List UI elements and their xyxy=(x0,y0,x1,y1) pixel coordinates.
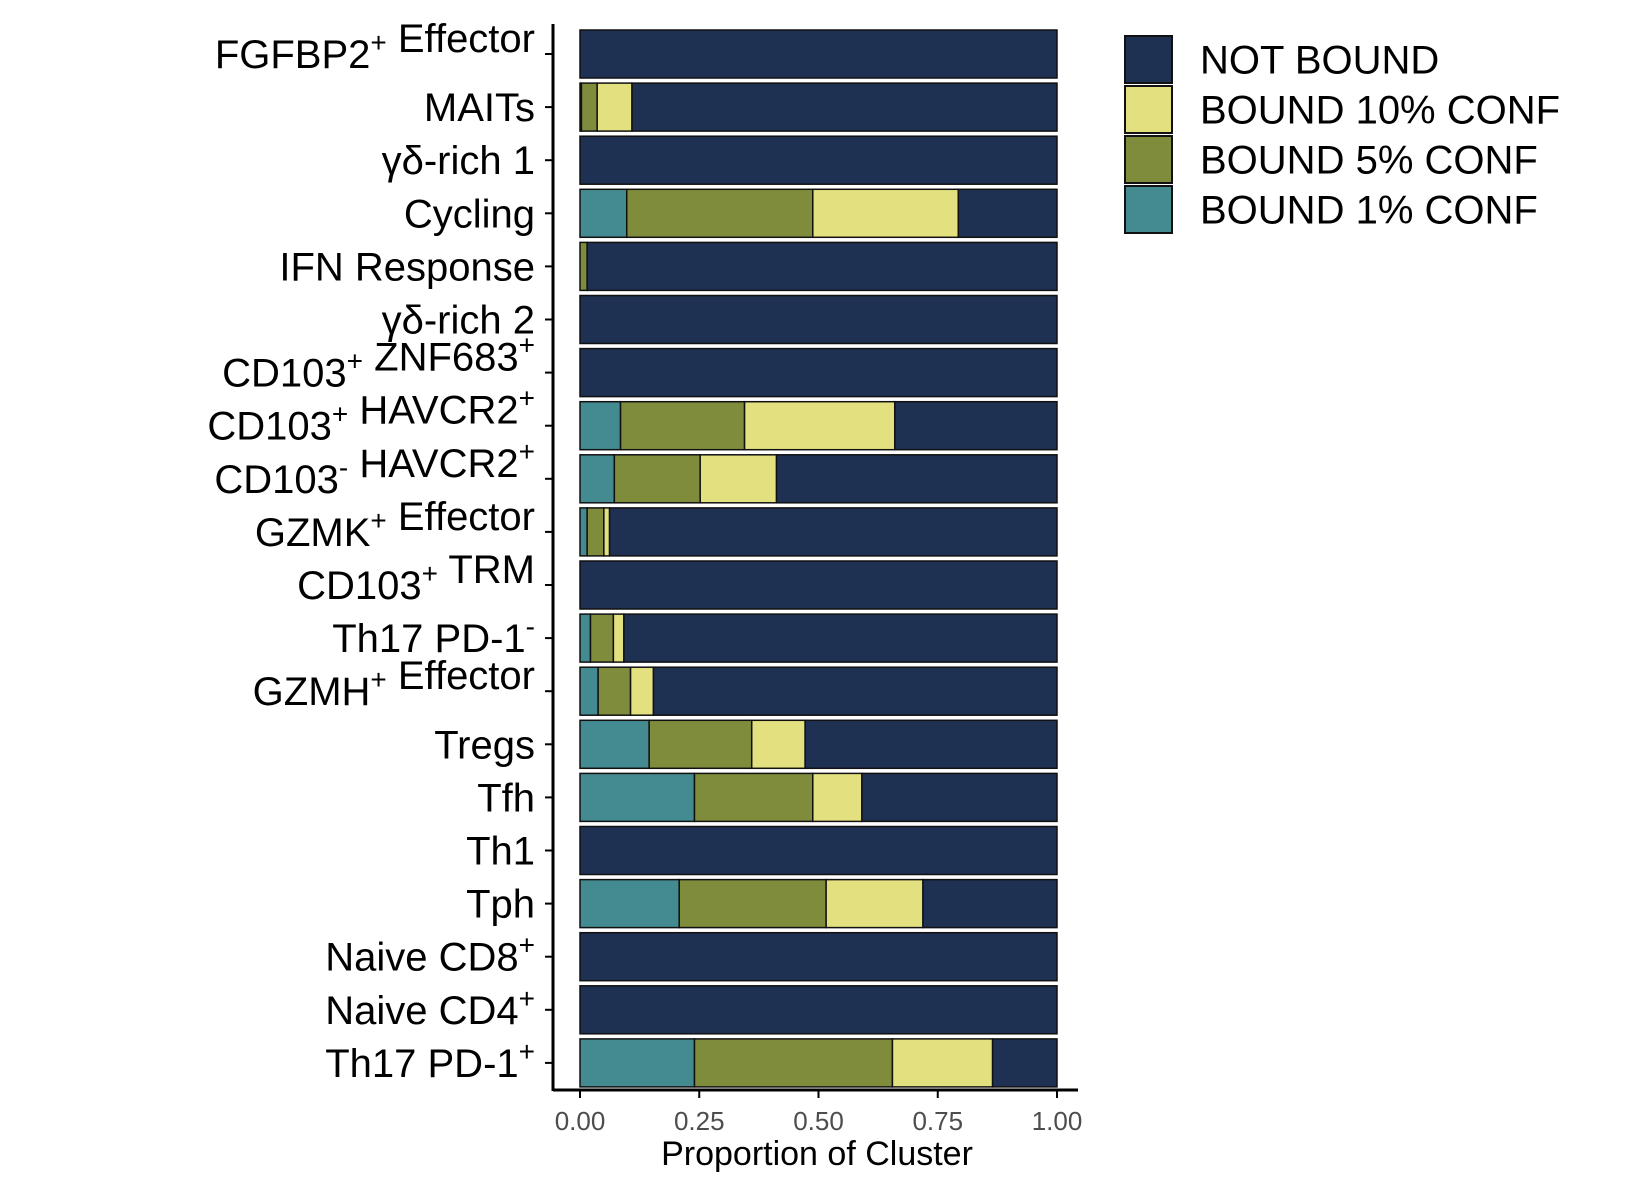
legend-swatch xyxy=(1124,85,1173,134)
bar-segment xyxy=(693,1038,894,1088)
category-label: CD103+ HAVCR2+ xyxy=(207,383,535,449)
bar-segment xyxy=(579,772,696,823)
bar-segment xyxy=(957,188,1058,239)
bar-segment xyxy=(579,825,1058,876)
bar-segment xyxy=(597,666,632,716)
category-label: Tregs xyxy=(434,723,535,767)
legend: NOT BOUND BOUND 10% CONF BOUND 5% CONF BOUN… xyxy=(1124,35,1560,234)
x-axis-ticks: 0.00 0.25 0.50 0.75 1.00 xyxy=(555,1090,1083,1136)
bar-segment xyxy=(861,772,1058,823)
bar-segment xyxy=(750,719,806,770)
bar-segment xyxy=(891,1038,994,1088)
bar-segment xyxy=(579,719,650,770)
bar-segment xyxy=(579,29,1058,79)
legend-swatch xyxy=(1124,135,1173,184)
category-label: GZMH+ Effector xyxy=(253,654,535,714)
bar-segment xyxy=(579,347,1058,398)
legend-swatch xyxy=(1124,185,1173,234)
bar-segment xyxy=(579,294,1058,345)
bar-segment xyxy=(589,613,615,663)
category-label: GZMK+ Effector xyxy=(255,495,535,555)
bar-segment xyxy=(991,1038,1058,1088)
category-label: Cycling xyxy=(404,192,535,236)
bar-segment xyxy=(625,188,814,239)
bar-segment xyxy=(579,454,616,504)
x-tick-label: 1.00 xyxy=(1032,1106,1083,1136)
bar-segment xyxy=(579,613,592,663)
bar-segment xyxy=(579,985,1058,1035)
bar-segment xyxy=(603,507,611,557)
bar-segment xyxy=(579,1038,696,1088)
bar-segment xyxy=(612,613,625,663)
bar-segment xyxy=(693,772,814,823)
bar-segment xyxy=(804,719,1058,770)
category-label: γδ-rich 2 xyxy=(382,299,535,343)
x-tick-label: 0.25 xyxy=(674,1106,725,1136)
bar-segment xyxy=(613,454,701,504)
category-label: Tph xyxy=(466,883,535,927)
bar-segment xyxy=(608,507,1058,557)
bar-segment xyxy=(812,772,863,823)
category-label: Th17 PD-1- xyxy=(332,611,535,661)
category-label: MAITs xyxy=(424,86,535,130)
bar-segment xyxy=(825,878,924,929)
bar-segment xyxy=(579,666,599,716)
legend-label: BOUND 10% CONF xyxy=(1200,89,1560,133)
bar-segment xyxy=(631,82,1058,132)
bar-segment xyxy=(579,878,680,929)
bar-segment xyxy=(775,454,1058,504)
bar-segment xyxy=(623,613,1058,663)
bar-segment xyxy=(579,188,628,239)
bar-segment xyxy=(586,507,605,557)
bar-segment xyxy=(648,719,753,770)
category-label: FGFBP2+ Effector xyxy=(215,17,535,77)
legend-label: NOT BOUND xyxy=(1200,39,1439,83)
legend-swatch xyxy=(1124,35,1173,84)
category-label: CD103+ ZNF683+ xyxy=(222,330,535,396)
bar-segment xyxy=(579,400,622,451)
bar-segment xyxy=(652,666,1058,716)
bar-segment xyxy=(678,878,827,929)
bar-segment xyxy=(579,560,1058,610)
bar-segment xyxy=(743,400,896,451)
category-label: Tfh xyxy=(477,776,535,820)
bar-segment xyxy=(619,400,746,451)
category-label: Naive CD4+ xyxy=(325,983,535,1033)
category-label: Th17 PD-1+ xyxy=(325,1036,535,1086)
category-label: Th1 xyxy=(466,830,535,874)
bar-segment xyxy=(586,241,1058,292)
bar-segment xyxy=(579,507,588,557)
bar-segment xyxy=(894,400,1058,451)
bar-segment xyxy=(812,188,960,239)
bar-segment xyxy=(579,931,1058,982)
bar-segment xyxy=(596,82,633,132)
x-tick-label: 0.75 xyxy=(912,1106,963,1136)
legend-label: BOUND 1% CONF xyxy=(1200,189,1538,233)
bar-segment xyxy=(579,241,588,292)
category-labels: FGFBP2+ Effector MAITs γδ-rich 1 Cycling IFN… xyxy=(207,17,535,1086)
category-label: CD103- HAVCR2+ xyxy=(214,436,535,502)
category-label: γδ-rich 1 xyxy=(382,139,535,183)
bar-segment xyxy=(579,135,1058,185)
x-tick-label: 0.00 xyxy=(555,1106,606,1136)
x-tick-label: 0.50 xyxy=(793,1106,844,1136)
category-label: Naive CD8+ xyxy=(325,930,535,980)
bar-segment xyxy=(629,666,655,716)
category-label: IFN Response xyxy=(279,245,535,289)
bar-segment xyxy=(922,878,1058,929)
category-label: CD103+ TRM xyxy=(297,548,535,608)
legend-label: BOUND 5% CONF xyxy=(1200,139,1538,183)
bar-segment xyxy=(580,82,598,132)
bars xyxy=(579,29,1058,1088)
bar-segment xyxy=(699,454,778,504)
x-axis-title: Proportion of Cluster xyxy=(661,1135,973,1173)
